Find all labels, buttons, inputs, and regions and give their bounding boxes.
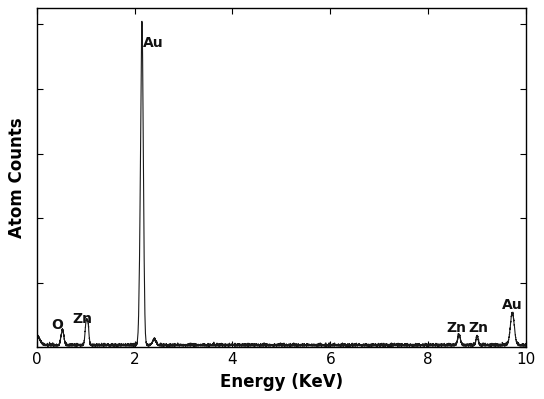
Text: Zn: Zn	[468, 321, 489, 335]
X-axis label: Energy (KeV): Energy (KeV)	[220, 373, 343, 391]
Text: Au: Au	[144, 36, 164, 50]
Text: Zn: Zn	[72, 312, 92, 326]
Y-axis label: Atom Counts: Atom Counts	[8, 117, 26, 238]
Text: Au: Au	[502, 298, 522, 312]
Text: Zn: Zn	[447, 321, 467, 335]
Text: O: O	[52, 318, 63, 332]
